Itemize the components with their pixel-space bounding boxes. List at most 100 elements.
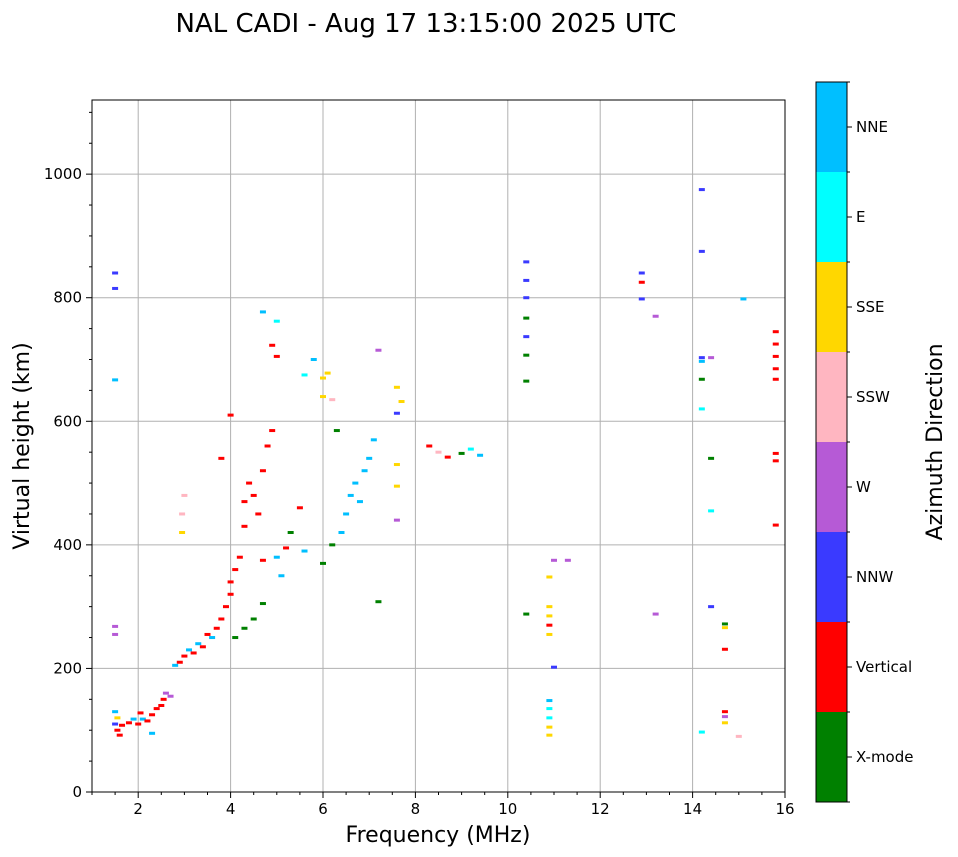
echo-point-x-mode — [329, 543, 336, 547]
echo-point-vertical — [273, 354, 280, 358]
colorbar-label-item: W — [856, 478, 871, 496]
echo-point-vertical — [721, 647, 728, 651]
echo-point-vertical — [296, 506, 303, 510]
echo-point-sse — [179, 531, 186, 534]
echo-point-nne — [139, 717, 146, 721]
echo-point-nne — [130, 717, 137, 721]
colorbar-label-item: X-mode — [856, 748, 913, 766]
echo-point-sse — [546, 605, 553, 609]
echo-point-nne — [338, 531, 345, 534]
echo-point-vertical — [255, 512, 262, 516]
echo-point-vertical — [218, 456, 225, 460]
y-tick-label: 600 — [53, 412, 82, 430]
echo-point-vertical — [176, 660, 183, 664]
colorbar-frame — [815, 81, 848, 803]
echo-point-vertical — [227, 592, 234, 596]
echo-point-nne — [356, 500, 363, 504]
echo-point-nne — [343, 512, 350, 516]
x-tick-label: 2 — [133, 800, 143, 818]
x-axis-ticks: 2 4 6 8 10 12 14 16 — [91, 792, 795, 818]
echo-point-vertical — [283, 546, 290, 550]
echo-point-vertical — [222, 605, 229, 609]
echo-point-vertical — [772, 459, 779, 463]
echo-point-x-mode — [259, 602, 266, 606]
echo-point-nne — [209, 636, 216, 640]
colorbar-label-item: NNE — [856, 118, 888, 136]
echo-point-sse — [546, 575, 553, 579]
echo-point-nne — [195, 642, 202, 646]
echo-point-w — [112, 632, 119, 636]
echo-point-nnw — [638, 297, 645, 301]
echo-point-x-mode — [721, 622, 728, 626]
echo-point-sse — [546, 632, 553, 636]
echo-point-e — [273, 319, 280, 323]
echo-point-vertical — [119, 723, 126, 727]
echo-point-vertical — [250, 493, 257, 497]
colorbar-label-item: SSE — [856, 298, 885, 316]
echo-point-vertical — [160, 697, 167, 701]
echo-point-w — [708, 356, 715, 360]
x-tick-label: 4 — [226, 800, 236, 818]
echo-point-nnw — [708, 605, 715, 609]
y-axis-ticks: 0 200 400 600 800 1000 — [44, 111, 92, 801]
colorbar-swatch — [816, 622, 847, 712]
echo-point-x-mode — [458, 451, 465, 455]
echo-point-w — [167, 694, 174, 698]
y-tick-label: 0 — [72, 783, 82, 801]
echo-point-vertical — [426, 444, 433, 448]
echo-point-nnw — [551, 665, 557, 669]
echo-point-sse — [393, 484, 400, 488]
echo-point-vertical — [114, 728, 121, 732]
echo-point-vertical — [153, 707, 160, 711]
colorbar-label-item: SSW — [856, 388, 890, 406]
echo-point-vertical — [137, 711, 144, 715]
echo-point-nne — [366, 456, 373, 460]
echo-point-vertical — [638, 280, 645, 284]
echo-point-vertical — [259, 469, 266, 473]
y-tick-label: 800 — [53, 289, 82, 307]
x-tick-label: 10 — [498, 800, 517, 818]
echo-point-vertical — [116, 733, 123, 737]
y-axis-label: Virtual height (km) — [10, 342, 35, 549]
echo-point-sse — [324, 371, 331, 375]
echo-point-e — [698, 407, 705, 411]
echo-point-w — [652, 314, 659, 318]
echo-point-ssw — [181, 493, 188, 497]
y-tick-label: 1000 — [44, 165, 82, 183]
echo-point-nne — [112, 378, 119, 382]
echo-point-nnw — [112, 722, 119, 726]
echo-point-sse — [721, 626, 728, 630]
echo-point-ssw — [329, 398, 336, 402]
colorbar-label: Azimuth Direction — [923, 343, 948, 540]
echo-point-nne — [347, 493, 354, 497]
echo-point-vertical — [269, 429, 276, 433]
echo-point-vertical — [772, 367, 779, 371]
echo-point-nne — [477, 453, 484, 457]
colorbar-swatch — [816, 532, 847, 622]
echo-point-x-mode — [375, 600, 382, 604]
echo-point-vertical — [721, 710, 728, 714]
echo-point-nne — [149, 731, 156, 735]
echo-point-x-mode — [698, 377, 705, 381]
colorbar: X-mode Vertical NNW W SSW SSE E NNE — [815, 81, 913, 803]
echo-point-ssw — [735, 734, 742, 738]
colorbar-swatch — [816, 712, 847, 802]
colorbar-swatch — [816, 352, 847, 442]
echo-point-nnw — [698, 188, 705, 192]
echo-point-nne — [546, 699, 553, 703]
chart-title: NAL CADI - Aug 17 13:15:00 2025 UTC — [176, 9, 677, 39]
x-tick-label: 8 — [411, 800, 421, 818]
echo-point-vertical — [772, 523, 779, 527]
echo-point-vertical — [227, 580, 234, 584]
echo-point-vertical — [149, 713, 156, 717]
echo-point-nnw — [698, 249, 705, 253]
echo-point-vertical — [218, 617, 225, 621]
y-tick-label: 200 — [53, 659, 82, 677]
echo-point-w — [162, 691, 169, 695]
echo-point-vertical — [158, 704, 165, 707]
echo-point-w — [564, 558, 571, 562]
echo-point-vertical — [772, 342, 779, 346]
echo-point-sse — [320, 395, 326, 399]
echo-point-sse — [393, 463, 400, 467]
echo-point-x-mode — [523, 353, 530, 357]
